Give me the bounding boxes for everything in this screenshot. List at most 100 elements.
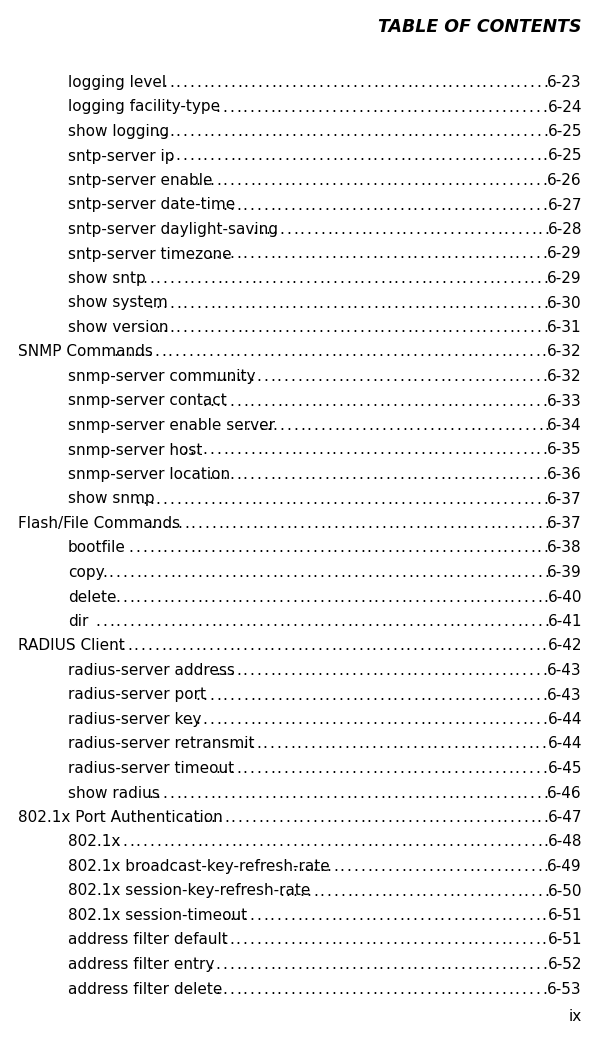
Text: 6-43: 6-43 xyxy=(547,663,582,678)
Text: .: . xyxy=(529,247,533,262)
Text: .: . xyxy=(510,884,515,899)
Text: .: . xyxy=(542,687,547,703)
Text: .: . xyxy=(292,884,298,899)
Text: .: . xyxy=(319,810,324,825)
Text: .: . xyxy=(456,614,461,629)
Text: .: . xyxy=(195,638,200,654)
Text: .: . xyxy=(482,75,487,90)
Text: .: . xyxy=(120,344,125,360)
Text: .: . xyxy=(462,859,467,874)
Text: .: . xyxy=(251,565,257,579)
Text: .: . xyxy=(217,541,222,555)
Text: .: . xyxy=(413,981,418,997)
Text: .: . xyxy=(463,418,468,433)
Text: .: . xyxy=(535,369,540,384)
Text: .: . xyxy=(284,247,289,262)
Text: .: . xyxy=(503,614,508,629)
Text: .: . xyxy=(521,908,526,923)
Text: .: . xyxy=(250,908,254,923)
Text: .: . xyxy=(517,516,522,531)
Text: .: . xyxy=(440,344,445,360)
Text: .: . xyxy=(455,296,460,311)
Text: .: . xyxy=(285,541,290,555)
Text: .: . xyxy=(334,516,338,531)
Text: .: . xyxy=(414,320,419,335)
Text: .: . xyxy=(291,149,296,163)
Text: .: . xyxy=(256,736,261,751)
Text: .: . xyxy=(365,663,370,678)
Text: .: . xyxy=(544,614,549,629)
Text: .: . xyxy=(531,418,536,433)
Text: .: . xyxy=(270,393,275,409)
Text: .: . xyxy=(374,222,379,237)
Text: .: . xyxy=(217,320,221,335)
Text: .: . xyxy=(279,565,284,579)
Text: .: . xyxy=(380,786,385,800)
Text: .: . xyxy=(291,442,296,457)
Text: .: . xyxy=(379,638,383,654)
Text: .: . xyxy=(250,198,254,212)
Text: .: . xyxy=(419,369,424,384)
Text: .: . xyxy=(358,369,363,384)
Text: .: . xyxy=(440,908,445,923)
Text: .: . xyxy=(422,222,427,237)
Text: 6-38: 6-38 xyxy=(547,541,582,555)
Text: .: . xyxy=(474,344,479,360)
Text: .: . xyxy=(441,786,446,800)
Text: .: . xyxy=(324,638,329,654)
Text: .: . xyxy=(490,516,495,531)
Text: .: . xyxy=(446,932,451,948)
Text: .: . xyxy=(523,835,528,849)
Text: .: . xyxy=(448,124,453,139)
Text: .: . xyxy=(463,565,467,579)
Text: .: . xyxy=(455,492,460,506)
Text: .: . xyxy=(327,418,332,433)
Text: 802.1x session-timeout: 802.1x session-timeout xyxy=(68,908,247,923)
Text: .: . xyxy=(530,271,535,286)
Text: .: . xyxy=(284,957,289,972)
Text: .: . xyxy=(353,786,358,800)
Text: .: . xyxy=(455,859,460,874)
Text: .: . xyxy=(271,786,276,800)
Text: .: . xyxy=(237,149,242,163)
Text: .: . xyxy=(482,271,487,286)
Text: .: . xyxy=(392,736,397,751)
Text: .: . xyxy=(434,687,439,703)
Text: .: . xyxy=(545,418,550,433)
Text: .: . xyxy=(314,418,319,433)
Text: .: . xyxy=(184,516,189,531)
Text: .: . xyxy=(448,810,453,825)
Text: .: . xyxy=(509,149,514,163)
Text: .: . xyxy=(408,614,413,629)
Text: .: . xyxy=(353,859,358,874)
Text: .: . xyxy=(163,565,168,579)
Text: .: . xyxy=(277,638,281,654)
Text: .: . xyxy=(427,663,431,678)
Text: .: . xyxy=(501,932,506,948)
Text: .: . xyxy=(367,786,371,800)
Text: 6-39: 6-39 xyxy=(547,565,582,579)
Text: .: . xyxy=(263,981,268,997)
Text: .: . xyxy=(386,320,392,335)
Text: .: . xyxy=(441,124,446,139)
Text: .: . xyxy=(203,786,208,800)
Text: .: . xyxy=(530,492,535,506)
Text: .: . xyxy=(467,712,473,727)
Text: .: . xyxy=(470,418,475,433)
Text: .: . xyxy=(317,663,322,678)
Text: .: . xyxy=(353,810,358,825)
Text: .: . xyxy=(360,835,365,849)
Text: .: . xyxy=(406,932,410,948)
Text: .: . xyxy=(298,393,302,409)
Text: .: . xyxy=(269,736,274,751)
Text: .: . xyxy=(419,957,425,972)
Text: .: . xyxy=(326,859,331,874)
Text: .: . xyxy=(542,198,547,212)
Text: .: . xyxy=(536,712,541,727)
Text: .: . xyxy=(385,908,390,923)
Text: .: . xyxy=(415,222,420,237)
Text: .: . xyxy=(488,173,493,188)
Text: .: . xyxy=(442,516,447,531)
Text: .: . xyxy=(256,247,262,262)
Text: .: . xyxy=(196,712,200,727)
